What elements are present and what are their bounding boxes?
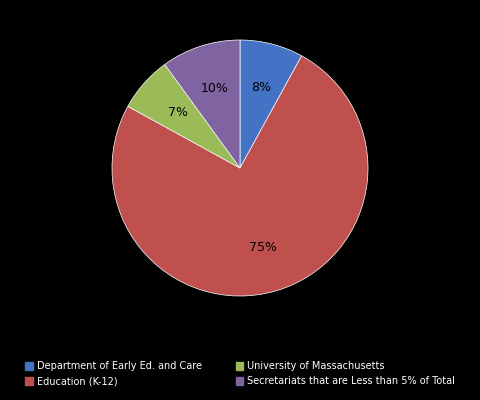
Text: 10%: 10% bbox=[200, 82, 228, 95]
Text: 7%: 7% bbox=[168, 106, 188, 120]
Text: 8%: 8% bbox=[251, 81, 271, 94]
Wedge shape bbox=[240, 40, 301, 168]
Text: 75%: 75% bbox=[249, 241, 277, 254]
Wedge shape bbox=[112, 56, 368, 296]
Wedge shape bbox=[128, 64, 240, 168]
Wedge shape bbox=[165, 40, 240, 168]
Legend: Department of Early Ed. and Care, Education (K-12), University of Massachusetts,: Department of Early Ed. and Care, Educat… bbox=[22, 358, 458, 389]
